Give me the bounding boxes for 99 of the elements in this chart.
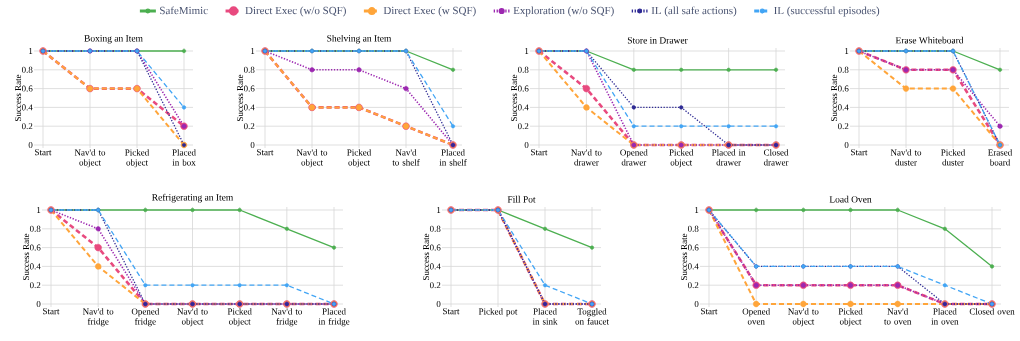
y-tick-label: 0.8 — [517, 66, 529, 73]
x-tick-label: Start — [257, 149, 274, 156]
y-axis-title: Success Rate — [237, 74, 244, 121]
y-axis-title: Success Rate — [15, 74, 22, 121]
y-tick-label: 0.8 — [243, 66, 255, 73]
x-tick-label: Start — [443, 308, 460, 315]
x-tick-label: Nav'd to object — [296, 149, 328, 168]
x-tick-label: Opened fridge — [131, 308, 160, 327]
y-tick-label: 0 — [250, 141, 255, 149]
y-tick-label: 0 — [844, 141, 849, 149]
y-tick-label: 0.2 — [517, 123, 529, 130]
x-tick-label: Start — [35, 149, 52, 156]
y-axis-title: Success Rate — [423, 233, 430, 280]
x-tick-label: Nav'd to drawer — [571, 149, 602, 166]
y-tick-label: 0.4 — [21, 104, 33, 111]
x-tick-label: Erased board — [988, 149, 1013, 166]
y-tick-label: 0.8 — [429, 225, 441, 232]
x-tick-label: Picked object — [669, 149, 694, 168]
chart-title: Store in Drawer — [627, 37, 688, 44]
x-tick-label: Start — [531, 149, 548, 156]
y-tick-label: 0.6 — [837, 85, 849, 92]
y-tick-label: 0 — [36, 300, 41, 308]
y-tick-label: 0 — [28, 141, 33, 149]
x-tick-label: Picked object — [347, 149, 372, 168]
chart-title: Fill Pot — [507, 195, 536, 203]
y-tick-label: 0.4 — [837, 104, 849, 111]
x-tick-label: Nav'd to duster — [890, 149, 922, 166]
y-tick-label: 0.4 — [243, 104, 255, 111]
y-tick-label: 0.2 — [21, 123, 33, 130]
y-tick-label: 0.8 — [687, 225, 699, 232]
x-tick-label: Picked object — [125, 149, 150, 168]
y-tick-label: 1 — [695, 207, 699, 213]
x-tick-label: Placed in shelf — [439, 149, 467, 166]
y-tick-label: 0.6 — [429, 244, 441, 251]
x-tick-label: Picked duster — [941, 149, 966, 166]
legend-label: Direct Exec (w SQF) — [383, 6, 476, 17]
x-tick-label: Start — [701, 308, 718, 315]
y-tick-label: 0.4 — [687, 263, 699, 270]
y-tick-label: 0.6 — [29, 244, 41, 251]
y-tick-label: 0.2 — [243, 123, 255, 130]
y-tick-label: 0 — [694, 300, 699, 308]
y-axis-title: Success Rate — [23, 233, 30, 280]
x-tick-label: Start — [43, 308, 60, 315]
x-tick-label: Start — [851, 149, 868, 156]
x-tick-label: Nav'd to oven — [884, 308, 912, 325]
y-axis-title: Success Rate — [511, 74, 518, 121]
y-tick-label: 0.2 — [687, 282, 699, 289]
y-tick-label: 0.6 — [21, 85, 33, 92]
legend-label: IL (successful episodes) — [774, 6, 880, 17]
y-tick-label: 0.8 — [29, 225, 41, 232]
x-tick-label: Placed in box — [172, 149, 196, 166]
x-tick-label: Nav'd to shelf — [392, 149, 420, 166]
x-tick-label: Nav'd to object — [177, 308, 208, 327]
y-tick-label: 1 — [37, 207, 41, 213]
chart-title: Refrigerating an Item — [152, 193, 234, 203]
y-tick-label: 1 — [29, 48, 33, 54]
legend-label: Direct Exec (w/o SQF) — [245, 6, 346, 17]
y-tick-label: 0.4 — [29, 263, 41, 270]
y-tick-label: 0 — [436, 300, 441, 308]
x-tick-label: Placed in drawer — [711, 149, 746, 166]
chart-title: Load Oven — [829, 195, 872, 203]
y-axis-title: Success Rate — [831, 74, 838, 121]
y-tick-label: 0.8 — [21, 66, 33, 73]
y-tick-label: 0.2 — [837, 123, 849, 130]
x-tick-label: Picked object — [227, 308, 252, 327]
x-tick-label: Toggled on faucet — [575, 308, 609, 325]
y-tick-label: 0.2 — [429, 282, 441, 289]
y-tick-label: 1 — [525, 48, 529, 54]
y-tick-label: 1 — [437, 207, 441, 213]
chart-title: Boxing an Item — [84, 35, 143, 44]
y-tick-label: 1 — [845, 48, 849, 54]
y-axis-title: Success Rate — [681, 233, 688, 280]
chart-title: Shelving an Item — [327, 34, 392, 44]
x-tick-label: Closed oven — [969, 308, 1015, 315]
x-tick-label: Picked object — [838, 308, 863, 327]
y-tick-label: 0.8 — [837, 66, 849, 73]
y-tick-label: 0.2 — [29, 282, 41, 289]
x-tick-label: Opened drawer — [620, 149, 648, 166]
x-tick-label: Placed in fridge — [318, 308, 350, 327]
x-tick-label: Nav'd to fridge — [82, 308, 114, 327]
legend-label: SafeMimic — [160, 6, 208, 15]
x-tick-label: Closed drawer — [763, 149, 789, 166]
y-tick-label: 1 — [251, 48, 255, 54]
x-tick-label: Nav'd to fridge — [271, 308, 302, 327]
x-tick-label: Picked pot — [478, 308, 518, 317]
y-tick-label: 0.6 — [243, 85, 255, 92]
y-tick-label: 0 — [524, 141, 529, 149]
y-tick-label: 0.6 — [687, 244, 699, 251]
y-tick-label: 0.4 — [429, 263, 441, 270]
x-tick-label: Placed in sink — [532, 308, 558, 325]
y-tick-label: 0.6 — [517, 85, 529, 92]
legend-label: Exploration (w/o SQF) — [513, 6, 614, 17]
legend-label: IL (all safe actions) — [651, 6, 737, 17]
chart-title: Erase Whiteboard — [895, 36, 964, 44]
x-tick-label: Placed in oven — [931, 308, 959, 325]
x-tick-label: Nav'd to object — [788, 308, 819, 327]
x-tick-label: Nav'd to object — [74, 149, 106, 168]
x-tick-label: Opened oven — [742, 308, 771, 325]
y-tick-label: 0.4 — [517, 104, 529, 111]
